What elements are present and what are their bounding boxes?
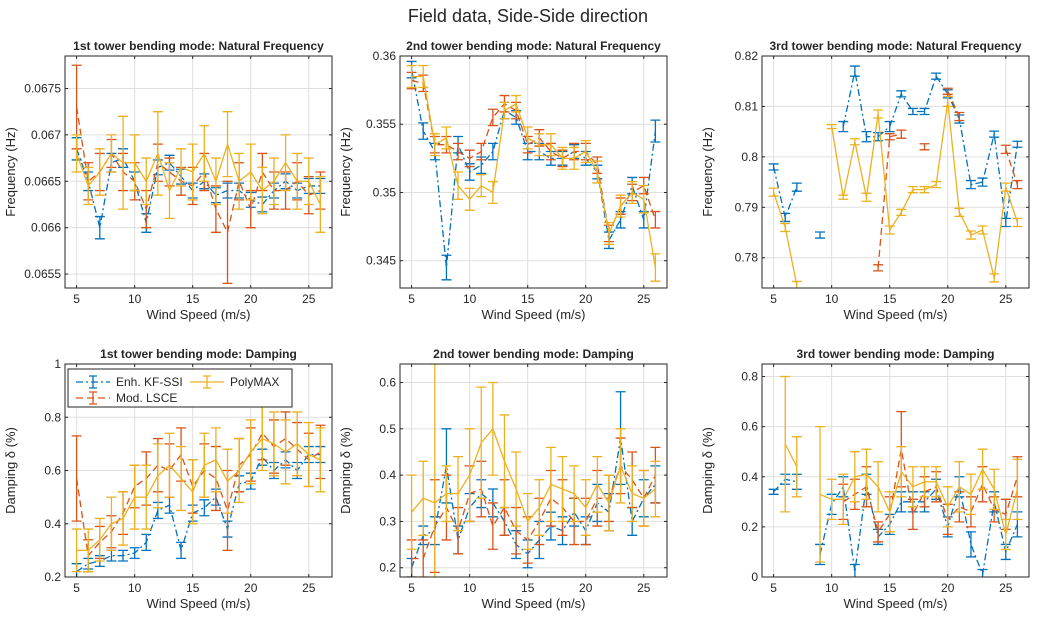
x-axis-label: Wind Speed (m/s)	[146, 596, 250, 611]
y-tick-label: 0.5	[379, 422, 396, 436]
x-tick-label: 5	[73, 292, 80, 306]
plot-area	[400, 56, 667, 288]
y-tick-label: 0.4	[741, 470, 758, 484]
x-axis-label: Wind Speed (m/s)	[481, 596, 585, 611]
x-tick-label: 15	[521, 581, 535, 595]
y-tick-label: 0.79	[735, 200, 759, 214]
x-axis-label: Wind Speed (m/s)	[843, 307, 947, 322]
y-tick-label: 0.2	[44, 570, 61, 584]
x-axis-label: Wind Speed (m/s)	[481, 307, 585, 322]
legend-label-poly: PolyMAX	[230, 375, 279, 389]
y-tick-label: 0.36	[373, 49, 397, 63]
y-tick-label: 0.6	[741, 420, 758, 434]
y-tick-label: 0.355	[366, 117, 396, 131]
y-tick-label: 1	[54, 357, 61, 371]
x-tick-label: 20	[579, 581, 593, 595]
legend-label-mod: Mod. LSCE	[116, 391, 177, 405]
y-tick-label: 0.0665	[24, 174, 61, 188]
chart-title: 1st tower bending mode: Damping	[100, 347, 297, 361]
chart-panel-2: 5 10 15 20 25 0.345 0.35 0.355 0.36 2nd tower ben…	[338, 39, 667, 322]
y-axis-label: Damping δ (%)	[338, 427, 353, 514]
x-tick-label: 10	[128, 581, 142, 595]
y-tick-label: 0.8	[741, 370, 758, 384]
chart-title: 3rd tower bending mode: Damping	[796, 347, 994, 361]
y-tick-label: 0.4	[379, 468, 396, 482]
chart-title: 3rd tower bending mode: Natural Frequenc…	[769, 39, 1021, 53]
plot-area	[762, 364, 1029, 577]
x-tick-label: 25	[302, 292, 316, 306]
x-tick-label: 25	[999, 581, 1013, 595]
x-tick-label: 20	[941, 581, 955, 595]
y-tick-label: 0.066	[31, 221, 61, 235]
chart-panel-1: 5 10 15 20 25 0.0655 0.066 0.0665 0.067 0.0675 1st…	[3, 39, 332, 322]
y-tick-label: 0.345	[366, 254, 396, 268]
y-axis-label: Damping δ (%)	[700, 427, 715, 514]
y-tick-label: 0.6	[379, 376, 396, 390]
legend-label-enh: Enh. KF-SSI	[116, 375, 183, 389]
x-tick-label: 10	[463, 581, 477, 595]
panels: 5 10 15 20 250.06550.0660.06650.0670.06751st…	[3, 39, 1029, 622]
x-tick-label: 10	[463, 292, 477, 306]
x-tick-label: 25	[999, 292, 1013, 306]
x-tick-label: 25	[302, 581, 316, 595]
x-tick-label: 10	[825, 581, 839, 595]
x-tick-label: 20	[941, 292, 955, 306]
y-tick-label: 0.4	[44, 517, 61, 531]
x-tick-label: 5	[770, 292, 777, 306]
x-tick-label: 5	[408, 581, 415, 595]
x-tick-label: 15	[883, 292, 897, 306]
x-tick-label: 25	[637, 581, 651, 595]
x-tick-label: 5	[770, 581, 777, 595]
y-tick-label: 0.78	[735, 251, 759, 265]
x-tick-label: 10	[825, 292, 839, 306]
y-tick-label: 0.82	[735, 49, 759, 63]
chart-panel-6: 5 10 15 20 25 0 0.2 0.4 0.6 0.8 3rd tower bending …	[700, 347, 1029, 611]
figure-title: Field data, Side-Side direction	[408, 6, 648, 26]
y-axis-label: Frequency (Hz)	[700, 127, 715, 217]
y-tick-label: 0.8	[44, 410, 61, 424]
x-tick-label: 15	[883, 581, 897, 595]
chart-panel-5: 5 10 15 20 25 0.2 0.3 0.4 0.5 0.6 2nd tower bendin…	[338, 347, 667, 622]
x-tick-label: 20	[244, 292, 258, 306]
x-tick-label: 10	[128, 292, 142, 306]
chart-title: 1st tower bending mode: Natural Frequenc…	[73, 39, 324, 53]
x-axis-label: Wind Speed (m/s)	[146, 307, 250, 322]
y-tick-label: 0.3	[379, 514, 396, 528]
y-tick-label: 0.81	[735, 99, 759, 113]
y-axis-label: Damping δ (%)	[3, 427, 18, 514]
chart-panel-3: 5 10 15 20 25 0.78 0.79 0.8 0.81 0.82 3rd tower be…	[700, 39, 1029, 322]
x-tick-label: 5	[408, 292, 415, 306]
y-axis-label: Frequency (Hz)	[338, 127, 353, 217]
y-axis-label: Frequency (Hz)	[3, 127, 18, 217]
x-tick-label: 20	[244, 581, 258, 595]
y-tick-label: 0.8	[741, 150, 758, 164]
x-axis-label: Wind Speed (m/s)	[843, 596, 947, 611]
y-tick-label: 0.6	[44, 464, 61, 478]
y-tick-label: 0.0655	[24, 267, 61, 281]
x-tick-label: 25	[637, 292, 651, 306]
legend: Enh. KF-SSI Mod. LSCE PolyMAX	[68, 369, 292, 407]
y-tick-label: 0.2	[379, 561, 396, 575]
x-tick-label: 5	[73, 581, 80, 595]
x-tick-label: 15	[186, 581, 200, 595]
chart-title: 2nd tower bending mode: Natural Frequenc…	[406, 39, 661, 53]
y-tick-label: 0.35	[373, 185, 397, 199]
x-tick-label: 15	[521, 292, 535, 306]
y-tick-label: 0.067	[31, 128, 61, 142]
chart-title: 2nd tower bending mode: Damping	[433, 347, 634, 361]
y-tick-label: 0.0675	[24, 81, 61, 95]
x-tick-label: 20	[579, 292, 593, 306]
x-tick-label: 15	[186, 292, 200, 306]
plot-area	[400, 364, 667, 577]
plot-area	[762, 56, 1029, 288]
y-tick-label: 0	[751, 570, 758, 584]
y-tick-label: 0.2	[741, 520, 758, 534]
chart-panel-4: 5 10 15 20 25 0.2 0.4 0.6 0.8 1 1st tower bending …	[3, 347, 332, 611]
